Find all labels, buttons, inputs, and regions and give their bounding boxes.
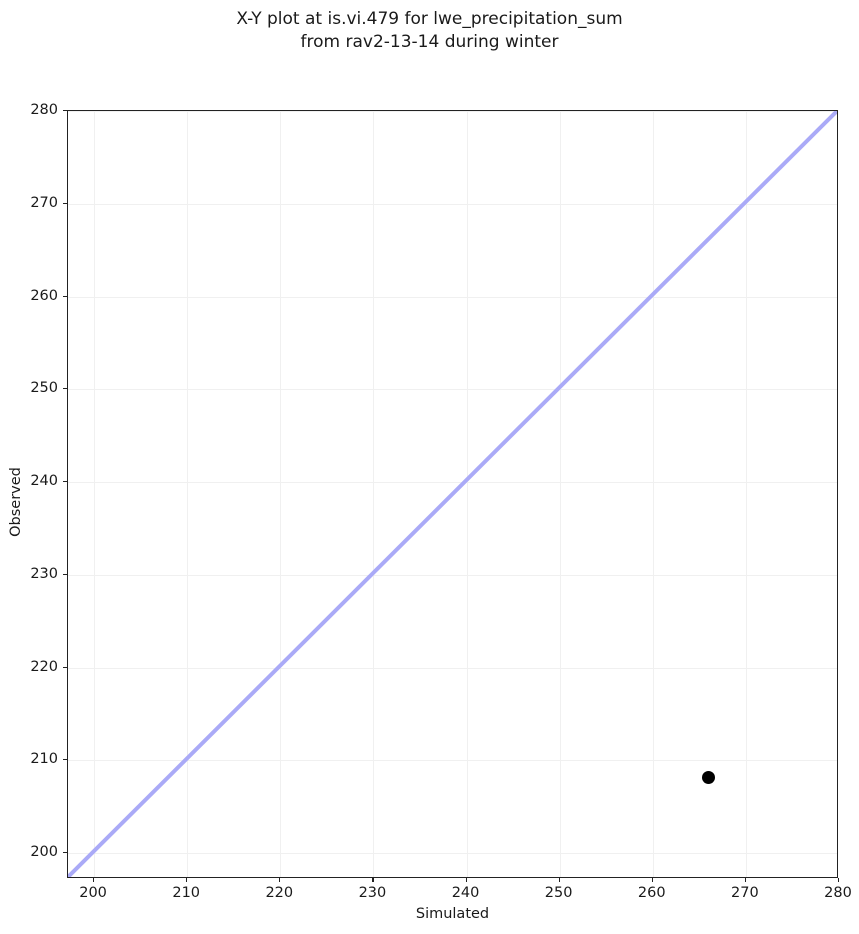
x-tick-label: 220	[265, 885, 294, 901]
x-tick-label: 270	[731, 885, 759, 901]
x-tick-mark	[651, 878, 653, 882]
gridline-horizontal	[68, 203, 837, 205]
gridline-horizontal	[68, 296, 837, 298]
gridline-horizontal	[68, 111, 837, 112]
y-tick-label: 240	[30, 473, 58, 489]
y-tick-label: 210	[30, 751, 58, 768]
y-tick-mark	[63, 295, 67, 297]
x-tick-mark	[93, 878, 95, 882]
x-tick-label: 200	[79, 885, 107, 901]
y-tick-mark	[63, 666, 67, 668]
y-tick-mark	[63, 110, 67, 112]
y-tick-label: 250	[30, 380, 58, 397]
x-tick-label: 250	[544, 885, 573, 901]
y-tick-label: 270	[30, 194, 58, 211]
x-tick-mark	[186, 878, 188, 882]
x-tick-label: 230	[358, 885, 387, 901]
y-tick-label: 230	[30, 565, 58, 582]
x-tick-label: 260	[637, 885, 666, 901]
x-tick-mark	[744, 878, 746, 882]
x-tick-mark	[465, 878, 467, 882]
y-tick-mark	[63, 759, 67, 761]
gridline-horizontal	[68, 760, 837, 762]
x-tick-mark	[838, 878, 840, 882]
gridline-vertical	[745, 111, 747, 877]
x-tick-mark	[372, 878, 374, 882]
chart-title: X-Y plot at is.vi.479 for lwe_precipitat…	[236, 9, 623, 52]
gridline-horizontal	[68, 667, 837, 669]
gridline-vertical	[94, 111, 96, 877]
x-axis-label: Simulated	[415, 906, 490, 922]
gridline-vertical	[559, 111, 561, 877]
x-tick-label: 210	[172, 885, 201, 901]
y-tick-mark	[63, 388, 67, 390]
gridline-vertical	[187, 111, 189, 877]
x-tick-mark	[279, 878, 281, 882]
y-tick-mark	[63, 852, 67, 854]
gridline-vertical	[466, 111, 468, 877]
gridline-horizontal	[68, 574, 837, 576]
y-tick-label: 280	[30, 102, 58, 118]
x-tick-mark	[558, 878, 560, 882]
x-tick-label: 240	[451, 885, 480, 901]
gridline-vertical	[373, 111, 375, 877]
gridline-horizontal	[68, 482, 837, 483]
one-to-one-reference-line	[68, 111, 837, 877]
y-tick-label: 260	[30, 287, 58, 304]
gridline-vertical	[280, 111, 282, 877]
identity-line-path	[68, 111, 837, 877]
y-tick-mark	[63, 573, 67, 575]
data-point[interactable]	[702, 771, 716, 785]
y-tick-mark	[63, 202, 67, 204]
y-tick-label: 200	[30, 844, 58, 861]
gridline-horizontal	[68, 389, 837, 391]
y-tick-label: 220	[30, 658, 58, 675]
gridline-horizontal	[68, 853, 837, 855]
y-tick-mark	[63, 481, 67, 483]
y-axis-label: Observed	[8, 467, 24, 537]
plot-area[interactable]	[67, 110, 838, 878]
gridline-vertical	[652, 111, 654, 877]
x-tick-label: 280	[824, 885, 852, 901]
